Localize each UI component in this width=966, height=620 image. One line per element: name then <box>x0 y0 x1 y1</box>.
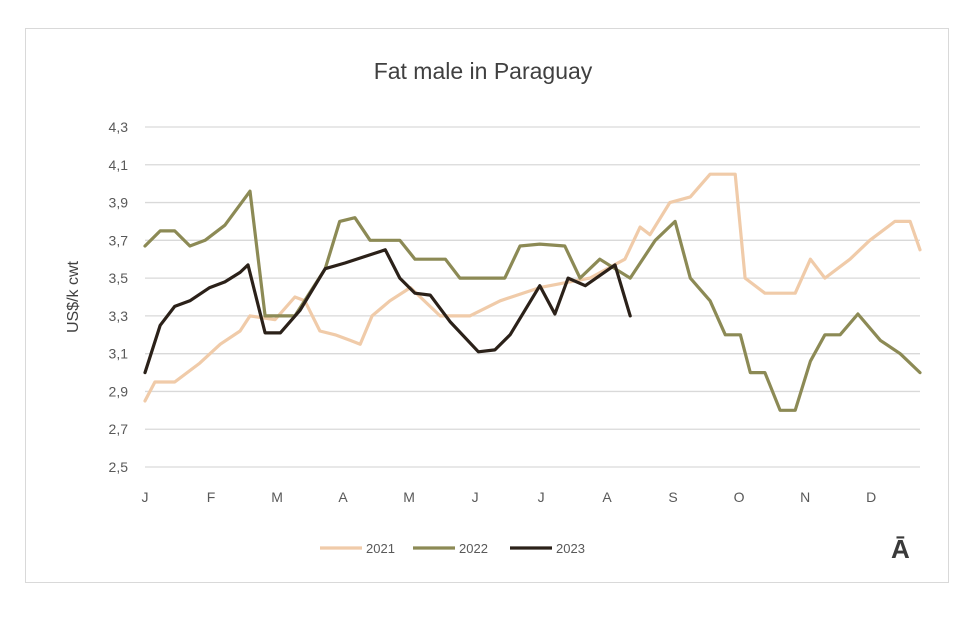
x-tick-label: S <box>668 489 677 505</box>
x-tick-label: D <box>866 489 876 505</box>
y-tick-label: 3,1 <box>109 346 129 362</box>
y-tick-label: 4,3 <box>109 119 129 135</box>
legend-label-2021: 2021 <box>366 541 395 556</box>
y-tick-label: 2,5 <box>109 459 129 475</box>
chart-title: Fat male in Paraguay <box>373 58 593 84</box>
x-tick-label: F <box>207 489 216 505</box>
legend-label-2023: 2023 <box>556 541 585 556</box>
series-line-2021 <box>143 172 922 403</box>
chart-frame <box>25 28 949 583</box>
y-tick-label: 3,9 <box>109 195 129 211</box>
x-tick-label: A <box>338 489 348 505</box>
y-tick-label: 4,1 <box>109 157 129 173</box>
x-tick-label: J <box>142 489 149 505</box>
series-line-2022 <box>143 189 922 412</box>
x-tick-label: M <box>271 489 283 505</box>
x-tick-label: A <box>602 489 612 505</box>
y-tick-label: 3,7 <box>109 232 129 248</box>
x-tick-label: O <box>734 489 745 505</box>
corner-logo-mark: Ā <box>891 534 910 564</box>
y-tick-label: 2,9 <box>109 383 129 399</box>
y-tick-label: 2,7 <box>109 421 129 437</box>
legend-label-2022: 2022 <box>459 541 488 556</box>
y-tick-label: 3,5 <box>109 270 129 286</box>
x-tick-label: J <box>472 489 479 505</box>
x-tick-label: N <box>800 489 810 505</box>
series-line-2023 <box>143 248 632 375</box>
y-tick-label: 3,3 <box>109 308 129 324</box>
x-tick-label: J <box>538 489 545 505</box>
x-tick-label: M <box>403 489 415 505</box>
